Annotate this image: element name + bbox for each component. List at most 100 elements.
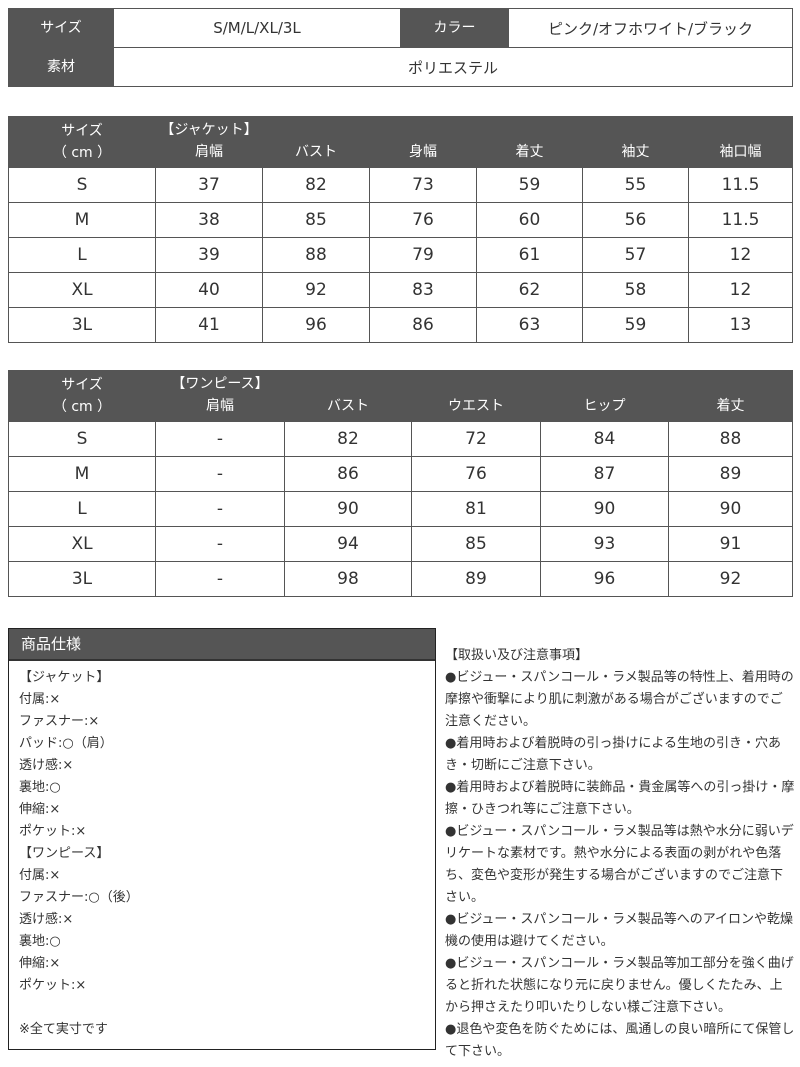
value-cell: 59	[476, 167, 583, 203]
column-header: 着丈	[476, 116, 583, 168]
value-cell: 81	[411, 491, 541, 527]
jacket-size-table: サイズ（ cm ）【ジャケット】 肩幅 バスト 身幅 着丈 袖丈 袖口幅 S 37 82 73 59…	[8, 116, 793, 343]
value-cell: 73	[369, 167, 477, 203]
value-cell: 55	[582, 167, 689, 203]
value-cell: 61	[476, 237, 583, 273]
size-cell: 3L	[8, 561, 156, 597]
care-note-item: ●ビジュー・スパンコール・ラメ製品等の特性上、着用時の摩擦や衝撃により肌に刺激が…	[445, 670, 794, 729]
value-cell: 87	[540, 456, 669, 492]
care-notes: 【取扱い及び注意事項】 ●ビジュー・スパンコール・ラメ製品等の特性上、着用時の摩…	[445, 645, 795, 1063]
value-cell: 86	[369, 307, 477, 343]
size-header-text: サイズ	[61, 123, 103, 139]
spec-line: 伸縮:×	[19, 802, 61, 817]
value-cell: 12	[688, 272, 793, 308]
value-cell: 79	[369, 237, 477, 273]
size-cell: L	[8, 237, 156, 273]
value-cell: 85	[262, 202, 370, 238]
column-header: ウエスト	[411, 370, 541, 422]
value-cell: 90	[540, 491, 669, 527]
spec-line: 裏地:○	[19, 780, 61, 795]
column-header: 身幅	[369, 116, 477, 168]
size-label: サイズ	[8, 8, 114, 48]
value-cell: 88	[668, 421, 793, 457]
column-header: 袖丈	[582, 116, 689, 168]
value-cell: 60	[476, 202, 583, 238]
value-cell: 11.5	[688, 202, 793, 238]
value-cell: 96	[262, 307, 370, 343]
size-header-text: （ cm ）	[52, 145, 112, 161]
care-note-item: ●着用時および着脱時に装飾品・貴金属等への引っ掛け・摩擦・ひきつれ等にご注意下さ…	[445, 780, 795, 817]
spec-title: 商品仕様	[9, 629, 435, 661]
value-cell: 41	[155, 307, 263, 343]
size-cell: XL	[8, 526, 156, 562]
spec-list: 【ジャケット】 付属:× ファスナー:× パッド:○（肩） 透け感:× 裏地:○ 伸縮:× ポ…	[9, 661, 435, 1047]
value-cell: 94	[284, 526, 412, 562]
column-header: バスト	[284, 370, 412, 422]
column-header: 袖口幅	[688, 116, 793, 168]
product-spec-box: 商品仕様 【ジャケット】 付属:× ファスナー:× パッド:○（肩） 透け感:× 裏地:○…	[8, 628, 436, 1050]
table-row: L -90 81 90 90	[8, 491, 793, 527]
table-row: 3L 41 96 86 63 59 13	[8, 307, 793, 343]
size-value: S/M/L/XL/3L	[113, 8, 401, 48]
value-cell: 85	[411, 526, 541, 562]
size-header-text: （ cm ）	[52, 399, 112, 415]
spec-line: 【ジャケット】	[19, 670, 110, 685]
value-cell: 86	[284, 456, 412, 492]
value-cell: 96	[540, 561, 669, 597]
table-row: 3L -98 89 96 92	[8, 561, 793, 597]
product-info-table: サイズ S/M/L/XL/3L カラー ピンク/オフホワイト/ブラック 素材 ポ…	[8, 8, 793, 87]
value-cell: 91	[668, 526, 793, 562]
value-cell: 57	[582, 237, 689, 273]
value-cell: 82	[262, 167, 370, 203]
value-cell: 89	[668, 456, 793, 492]
value-cell: -	[155, 526, 285, 562]
value-cell: 92	[668, 561, 793, 597]
material-value: ポリエステル	[113, 47, 793, 87]
material-label: 素材	[8, 47, 114, 87]
dress-size-table: サイズ （ cm ） 【ワンピース】 肩幅 バスト ウエスト ヒップ 着丈 S -82 72 84 8…	[8, 370, 793, 597]
care-note-item: ●退色や変色を防ぐためには、風通しの良い暗所にて保管して下さい。	[445, 1022, 795, 1059]
care-note-item: ●ビジュー・スパンコール・ラメ製品等加工部分を強く曲げると折れた状態になり元に戻…	[445, 956, 794, 1015]
care-note-item: ●ビジュー・スパンコール・ラメ製品等へのアイロンや乾燥機の使用は避けてください。	[445, 912, 794, 949]
size-cell: M	[8, 456, 156, 492]
column-header: 【ジャケット】 肩幅	[155, 116, 263, 168]
value-cell: 84	[540, 421, 669, 457]
table-row: S -82 72 84 88	[8, 421, 793, 457]
table-row: L 39 88 79 61 57 12	[8, 237, 793, 273]
size-header-text: サイズ	[61, 377, 103, 393]
value-cell: 92	[262, 272, 370, 308]
value-cell: 72	[411, 421, 541, 457]
column-header: ヒップ	[540, 370, 669, 422]
spec-note: ※全て実寸です	[19, 1022, 108, 1037]
value-cell: 90	[284, 491, 412, 527]
column-header: 着丈	[668, 370, 793, 422]
spec-line: ポケット:×	[19, 824, 87, 839]
spec-line: ポケット:×	[19, 978, 87, 993]
size-cell: S	[8, 421, 156, 457]
size-cell: S	[8, 167, 156, 203]
value-cell: -	[155, 421, 285, 457]
table-row: XL 40 92 83 62 58 12	[8, 272, 793, 308]
value-cell: 62	[476, 272, 583, 308]
value-cell: 88	[262, 237, 370, 273]
value-cell: 37	[155, 167, 263, 203]
size-cell: XL	[8, 272, 156, 308]
value-cell: 39	[155, 237, 263, 273]
value-cell: 56	[582, 202, 689, 238]
column-header: 【ワンピース】 肩幅	[155, 370, 285, 422]
size-header-cell: サイズ （ cm ）	[8, 370, 156, 422]
size-cell: L	[8, 491, 156, 527]
value-cell: 11.5	[688, 167, 793, 203]
value-cell: 93	[540, 526, 669, 562]
spec-line: 透け感:×	[19, 758, 74, 773]
size-cell: M	[8, 202, 156, 238]
spec-line: 裏地:○	[19, 934, 61, 949]
spec-line: 伸縮:×	[19, 956, 61, 971]
value-cell: 89	[411, 561, 541, 597]
value-cell: 76	[369, 202, 477, 238]
value-cell: -	[155, 491, 285, 527]
table-row: M -86 76 87 89	[8, 456, 793, 492]
value-cell: 98	[284, 561, 412, 597]
value-cell: 83	[369, 272, 477, 308]
value-cell: -	[155, 561, 285, 597]
